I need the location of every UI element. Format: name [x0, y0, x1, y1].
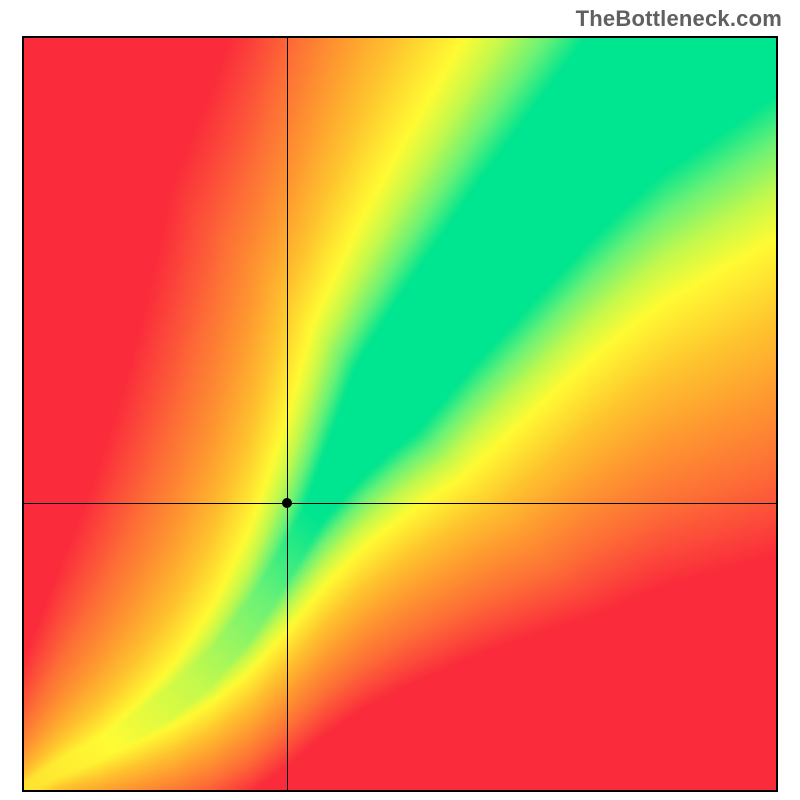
data-point-marker [282, 498, 292, 508]
crosshair-horizontal [24, 503, 776, 504]
heatmap-plot [22, 36, 778, 792]
chart-container: TheBottleneck.com [0, 0, 800, 800]
crosshair-vertical [287, 38, 288, 790]
brand-label: TheBottleneck.com [576, 6, 782, 32]
heatmap-canvas [24, 38, 776, 790]
